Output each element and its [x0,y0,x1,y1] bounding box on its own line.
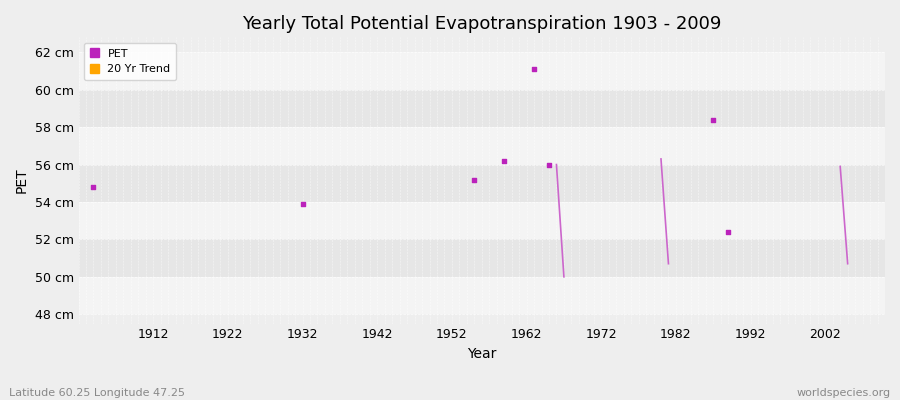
Text: worldspecies.org: worldspecies.org [796,388,891,398]
Point [721,229,735,235]
Bar [78,164,885,202]
Bar [78,202,885,239]
Point [497,158,511,164]
Point [526,66,541,72]
Point [86,184,101,190]
Point [706,116,721,123]
Bar [78,277,885,314]
Text: Latitude 60.25 Longitude 47.25: Latitude 60.25 Longitude 47.25 [9,388,185,398]
Bar [78,52,885,90]
Bar [78,90,885,127]
Title: Yearly Total Potential Evapotranspiration 1903 - 2009: Yearly Total Potential Evapotranspiratio… [242,15,722,33]
Bar [78,127,885,164]
X-axis label: Year: Year [467,347,497,361]
Point [467,176,482,183]
Y-axis label: PET: PET [15,168,29,193]
Legend: PET, 20 Yr Trend: PET, 20 Yr Trend [84,43,176,80]
Point [542,161,556,168]
Point [295,201,310,207]
Bar [78,239,885,277]
